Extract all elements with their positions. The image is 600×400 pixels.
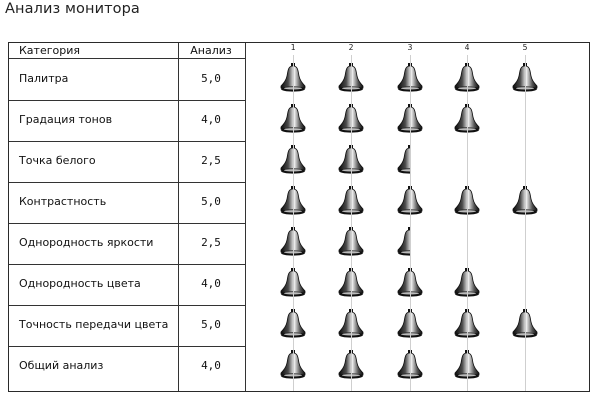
score-value: 4,0 [201, 277, 221, 290]
category-label: Однородность яркости [19, 236, 154, 249]
category-label: Градация тонов [19, 113, 113, 126]
column-divider [178, 43, 179, 391]
row-divider [9, 264, 246, 265]
scale-gridline [467, 55, 468, 391]
category-label: Однородность цвета [19, 277, 141, 290]
category-label: Контрастность [19, 195, 107, 208]
row-divider [9, 305, 246, 306]
scale-gridline [410, 55, 411, 391]
scale-tick-5: 5 [522, 43, 528, 52]
row-divider [9, 141, 246, 142]
score-value: 5,0 [201, 318, 221, 331]
score-value: 4,0 [201, 359, 221, 372]
row-divider [9, 182, 246, 183]
scale-tick-1: 1 [290, 43, 296, 52]
row-divider [9, 100, 246, 101]
page-title: Анализ монитора [5, 1, 140, 17]
bell-icon [396, 227, 410, 257]
header-border [9, 58, 246, 59]
rating-table: Категория Анализ Палитра 5,0 Градация тоно… [8, 42, 590, 392]
score-value: 2,5 [201, 236, 221, 249]
scale-gridline [351, 55, 352, 391]
scale-tick-3: 3 [407, 43, 413, 52]
header-category: Категория [19, 44, 80, 57]
header-score: Анализ [190, 44, 232, 57]
category-label: Точка белого [19, 154, 96, 167]
scale-tick-4: 4 [464, 43, 470, 52]
score-value: 4,0 [201, 113, 221, 126]
scale-tick-2: 2 [348, 43, 354, 52]
scale-gridline [293, 55, 294, 391]
category-label: Общий анализ [19, 359, 104, 372]
category-label: Точность передачи цвета [19, 318, 169, 331]
row-divider [9, 346, 246, 347]
bell-icon [396, 145, 410, 175]
score-value: 5,0 [201, 195, 221, 208]
score-value: 2,5 [201, 154, 221, 167]
column-divider [245, 43, 246, 391]
score-value: 5,0 [201, 72, 221, 85]
scale-gridline [525, 55, 526, 391]
category-label: Палитра [19, 72, 69, 85]
row-divider [9, 223, 246, 224]
